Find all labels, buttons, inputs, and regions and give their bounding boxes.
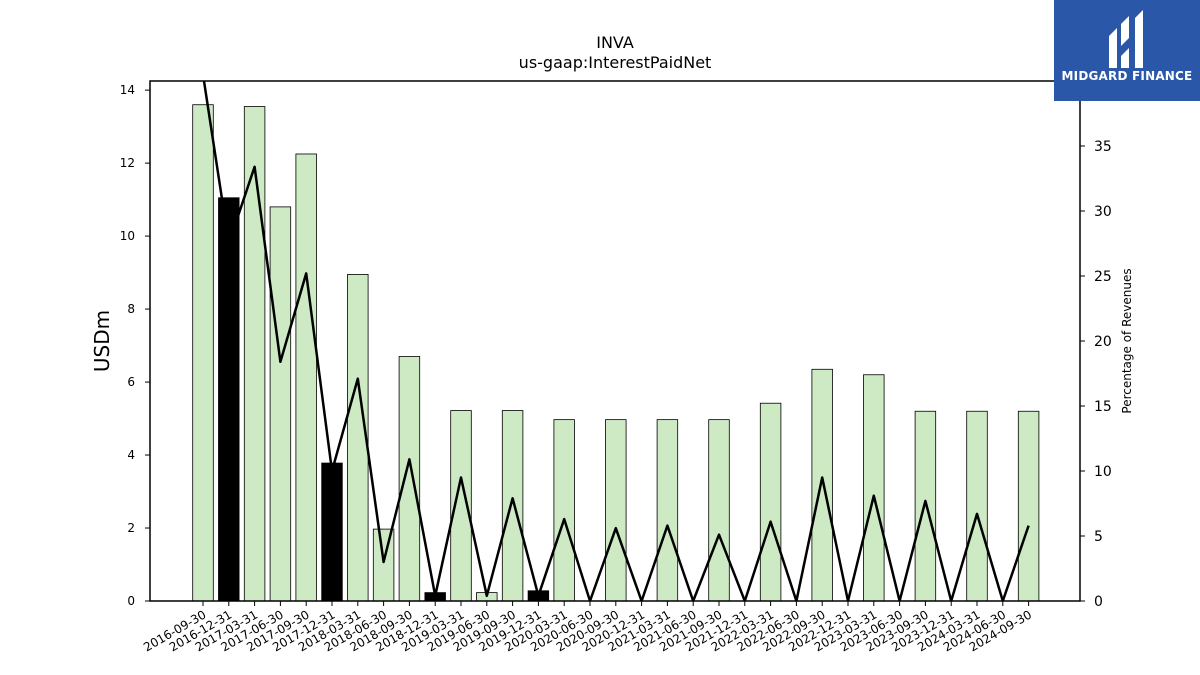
bar-series bbox=[192, 104, 1040, 602]
bar-2021-09-30 bbox=[708, 419, 730, 602]
bar-2016-12-31 bbox=[218, 197, 240, 602]
y-axis-label-left: USDm bbox=[90, 310, 114, 372]
y2-tick-label: 35 bbox=[1094, 139, 1112, 155]
bar-2022-03-31 bbox=[759, 402, 782, 602]
bar-2019-09-30 bbox=[501, 410, 524, 602]
bar-2017-06-30 bbox=[269, 206, 292, 602]
bar-2017-12-31 bbox=[321, 462, 343, 602]
bar-2023-03-31 bbox=[863, 374, 885, 602]
y-tick-label: 10 bbox=[120, 229, 135, 243]
bar-2020-03-31 bbox=[553, 419, 575, 602]
percentage-line bbox=[202, 81, 1030, 601]
bar-2017-03-31 bbox=[243, 106, 266, 602]
bar-2018-06-30 bbox=[372, 528, 395, 602]
y2-tick-label: 0 bbox=[1094, 594, 1103, 610]
line-series bbox=[202, 81, 1030, 601]
y-tick-label: 6 bbox=[127, 375, 135, 389]
y-tick-label: 14 bbox=[120, 83, 135, 97]
y-axis-label-right: Percentage of Revenues bbox=[1120, 268, 1134, 413]
chart-subtitle: us-gaap:InterestPaidNet bbox=[519, 53, 712, 72]
logo-text: MIDGARD FINANCE bbox=[1061, 69, 1193, 83]
bar-2024-09-30 bbox=[1017, 410, 1040, 602]
y2-tick-label: 20 bbox=[1094, 334, 1112, 350]
midgard-finance-logo: MIDGARD FINANCE bbox=[1054, 0, 1200, 101]
y2-tick-label: 10 bbox=[1094, 464, 1112, 480]
bar-2016-09-30 bbox=[192, 104, 214, 602]
y2-tick-label: 5 bbox=[1094, 529, 1103, 545]
y-tick-label: 0 bbox=[127, 594, 135, 608]
midgard-finance-logo-icon bbox=[1109, 10, 1143, 68]
y2-tick-label: 15 bbox=[1094, 399, 1112, 415]
y-axis-right: 0 5 10 15 20 25 30 35 bbox=[1080, 139, 1112, 610]
bar-2017-09-30 bbox=[295, 153, 317, 602]
y-tick-label: 12 bbox=[120, 156, 135, 170]
bar-2023-09-30 bbox=[914, 410, 937, 602]
y2-tick-label: 30 bbox=[1094, 204, 1112, 220]
y-tick-label: 4 bbox=[127, 448, 135, 462]
chart-title: INVA bbox=[596, 33, 634, 52]
bar-2018-09-30 bbox=[398, 356, 421, 602]
bar-2024-03-31 bbox=[966, 410, 988, 602]
y2-tick-label: 25 bbox=[1094, 269, 1112, 285]
bar-2021-03-31 bbox=[656, 419, 679, 602]
y-axis-left: 0 2 4 6 8 10 12 14 bbox=[120, 83, 150, 608]
bar-2022-09-30 bbox=[811, 368, 833, 602]
bar-2020-09-30 bbox=[605, 419, 627, 602]
y-tick-label: 8 bbox=[127, 302, 135, 316]
y-tick-label: 2 bbox=[127, 521, 135, 535]
x-axis: 2016-09-302016-12-312017-03-312017-06-30… bbox=[141, 601, 1034, 654]
